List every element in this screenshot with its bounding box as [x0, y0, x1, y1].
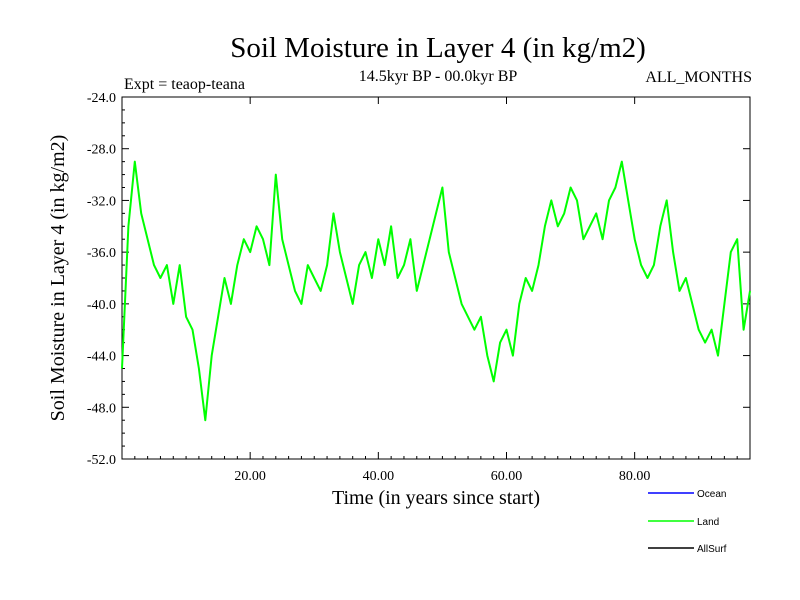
y-axis-label: Soil Moisture in Layer 4 (in kg/m2): [47, 135, 69, 422]
legend: Ocean Land AllSurf: [648, 489, 727, 555]
x-tick-label: 40.00: [363, 469, 395, 484]
y-tick-label: -48.0: [87, 401, 116, 416]
y-tick-label: -32.0: [87, 194, 116, 209]
x-axis-label: Time (in years since start): [332, 487, 540, 509]
y-tick-label: -40.0: [87, 298, 116, 313]
y-axis-ticks: -24.0 -28.0 -32.0 -36.0 -40.0 -44.0 -48.0 -52.0: [87, 91, 750, 468]
chart-subtitle-right: ALL_MONTHS: [645, 69, 752, 86]
legend-label-land: Land: [697, 517, 719, 528]
y-tick-label: -52.0: [87, 453, 116, 468]
series-line-land: [121, 160, 751, 422]
chart-subtitle-center: 14.5kyr BP - 00.0kyr BP: [359, 68, 518, 85]
x-tick-label: 80.00: [619, 469, 651, 484]
chart-title: Soil Moisture in Layer 4 (in kg/m2): [230, 32, 646, 64]
y-tick-label: -24.0: [87, 91, 116, 106]
chart-subtitle-left: Expt = teaop-teana: [124, 76, 245, 93]
legend-label-allsurf: AllSurf: [697, 544, 727, 555]
series-layer: [121, 160, 751, 422]
x-tick-label: 60.00: [491, 469, 523, 484]
legend-label-ocean: Ocean: [697, 489, 726, 500]
x-axis-ticks: 20.00 40.00 60.00 80.00: [134, 97, 738, 484]
y-tick-label: -28.0: [87, 143, 116, 158]
x-tick-label: 20.00: [234, 469, 266, 484]
y-tick-label: -36.0: [87, 246, 116, 261]
y-tick-label: -44.0: [87, 350, 116, 365]
